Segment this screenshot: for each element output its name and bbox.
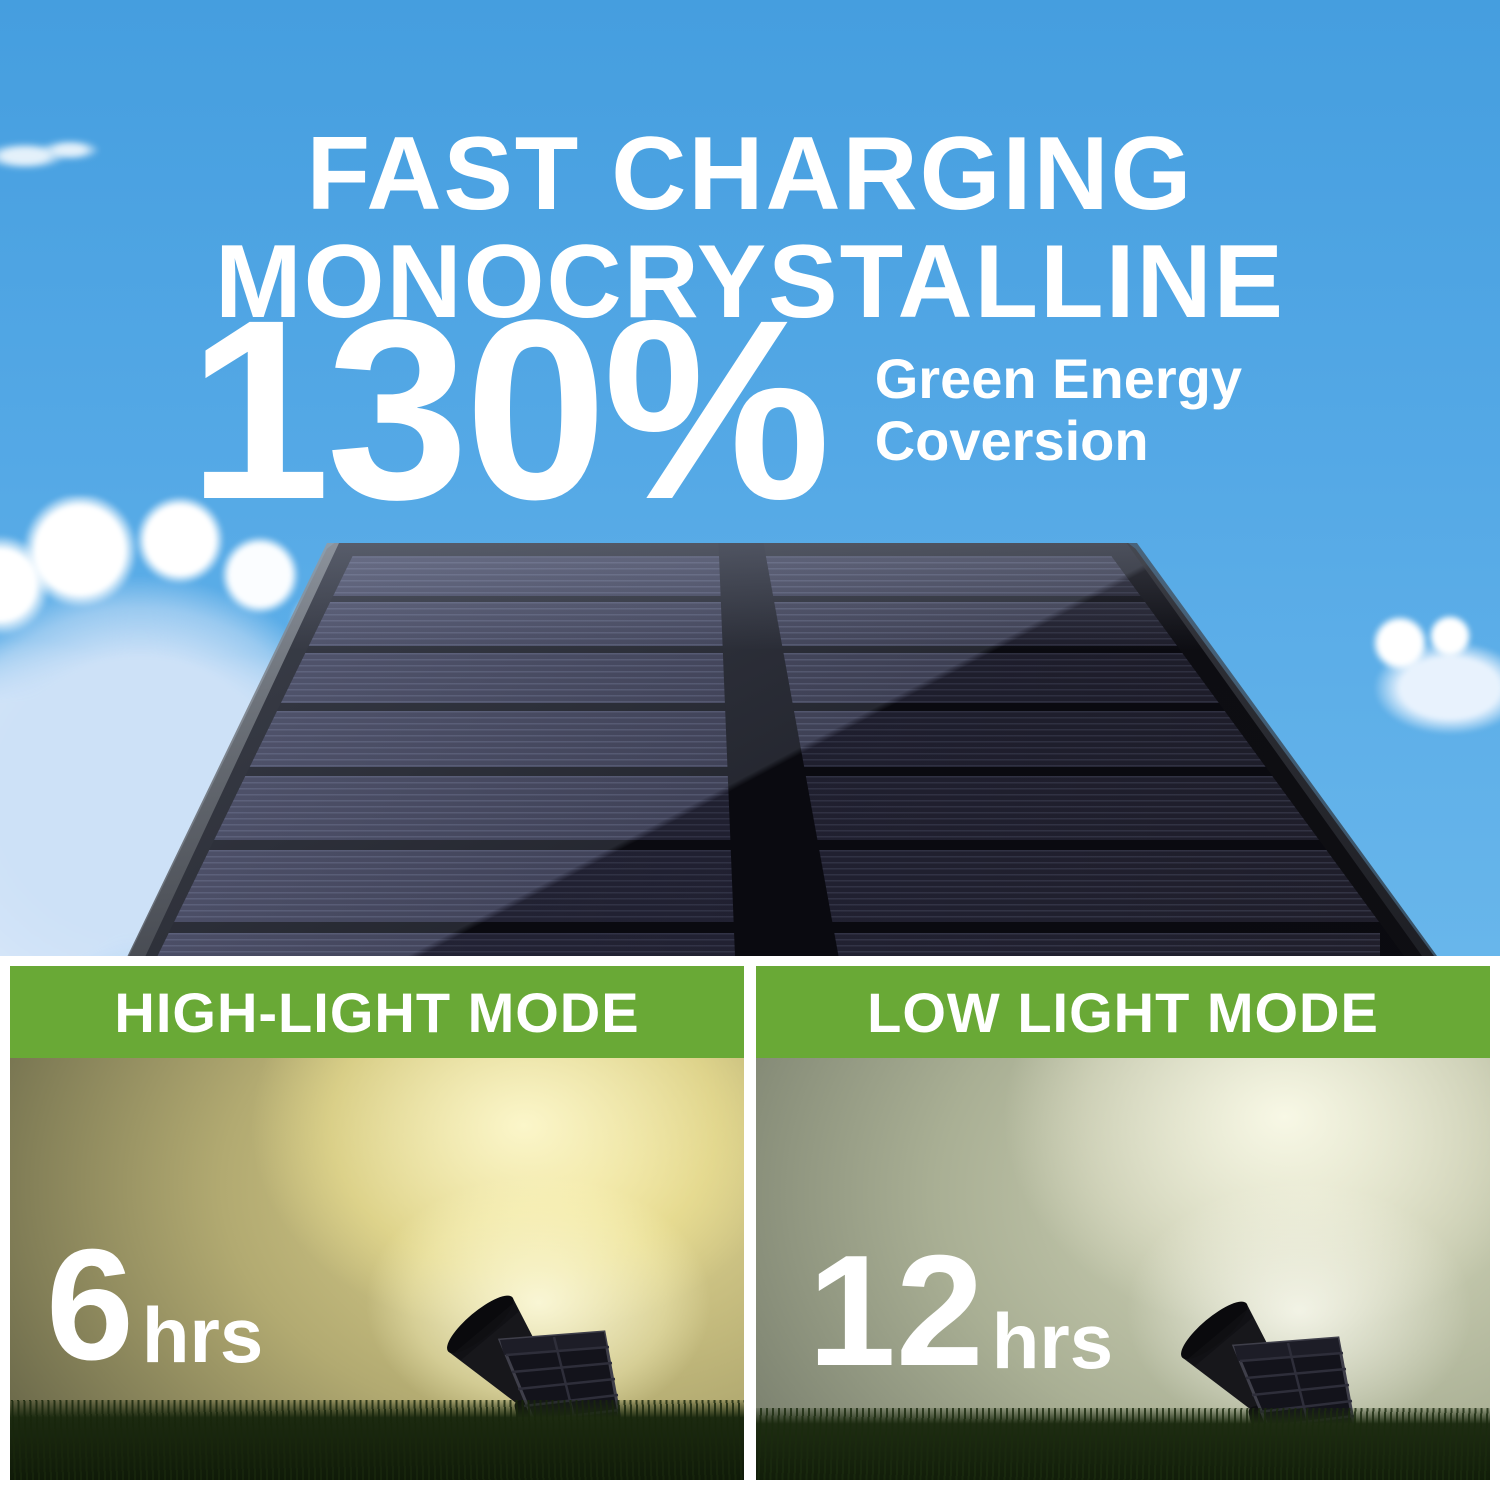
low-light-hours-unit: hrs (991, 1297, 1114, 1385)
conversion-label: Green Energy Coversion (875, 348, 1242, 471)
light-modes-section: HIGH-LIGHT MODE 6 h (0, 956, 1500, 1487)
hero-title: FAST CHARGING MONOCRYSTALLINE (0, 120, 1500, 336)
mode-card-high-light: HIGH-LIGHT MODE 6 h (10, 966, 744, 1480)
high-light-mode-header: HIGH-LIGHT MODE (10, 966, 744, 1058)
low-light-mode-header: LOW LIGHT MODE (756, 966, 1490, 1058)
high-light-hours-value: 6 (46, 1217, 134, 1393)
high-light-duration: 6 hrs (46, 1226, 263, 1384)
low-light-duration: 12 hrs (808, 1232, 1113, 1390)
conversion-label-line1: Green Energy (874, 347, 1242, 411)
high-light-scene: 6 hrs (10, 1058, 744, 1480)
hero-title-line2: MONOCRYSTALLINE (215, 223, 1285, 340)
conversion-label-line2: Coversion (874, 409, 1149, 472)
grass-strip (756, 1408, 1490, 1480)
conversion-percentage: 130% (187, 267, 831, 553)
high-light-hours-unit: hrs (141, 1291, 264, 1379)
low-light-scene: 12 hrs (756, 1058, 1490, 1480)
solar-panel-graphic (0, 543, 1500, 956)
conversion-stat: 130% Green Energy Coversion (0, 282, 1465, 538)
mode-card-low-light: LOW LIGHT MODE 12 h (756, 966, 1490, 1480)
cloud-wisp (0, 132, 105, 180)
hero-section: FAST CHARGING MONOCRYSTALLINE 130% Green… (0, 0, 1500, 956)
cloud-right (1340, 608, 1500, 738)
grass-strip (10, 1400, 744, 1480)
hero-title-line1: FAST CHARGING (306, 115, 1194, 232)
low-light-hours-value: 12 (808, 1223, 984, 1399)
